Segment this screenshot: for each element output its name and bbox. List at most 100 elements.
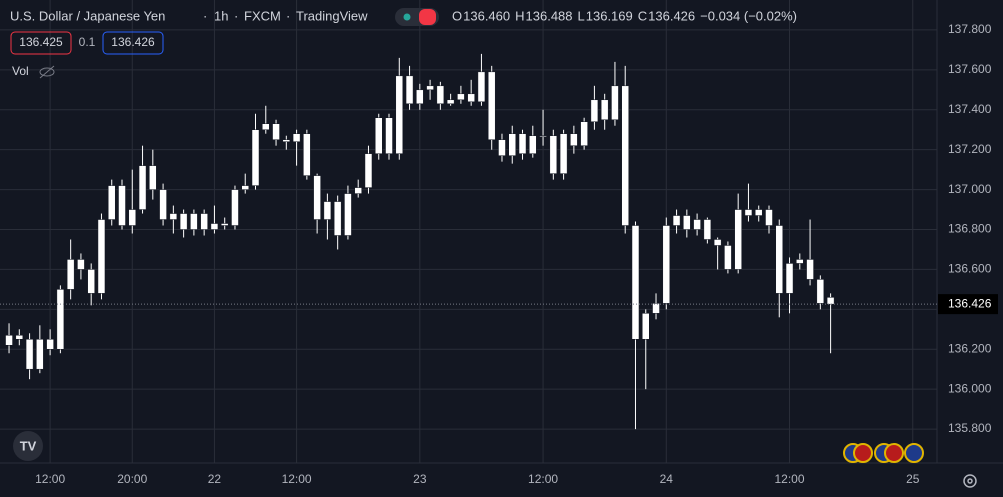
x-tick-label: 24 bbox=[660, 472, 674, 486]
candle-body bbox=[426, 85, 434, 91]
volume-label: Vol bbox=[12, 64, 29, 78]
buy-button[interactable] bbox=[102, 31, 164, 55]
candle-body bbox=[724, 245, 732, 270]
ohlc-legend: O 136.460 H 136.488 L 136.169 C 136.426 bbox=[452, 8, 695, 23]
source: FXCM bbox=[244, 8, 281, 23]
settings-icon[interactable] bbox=[963, 474, 977, 488]
candle-body bbox=[785, 263, 794, 294]
svg-text:TV: TV bbox=[20, 438, 37, 453]
candle-body bbox=[149, 165, 157, 190]
candle-body bbox=[5, 335, 13, 346]
candle-body bbox=[642, 313, 650, 340]
candles bbox=[5, 53, 835, 430]
candle-body bbox=[498, 139, 506, 156]
event-flags[interactable] bbox=[843, 443, 924, 463]
candle-body bbox=[118, 185, 126, 226]
x-tick-label: 25 bbox=[906, 472, 920, 486]
legend-key: C bbox=[638, 8, 647, 23]
candle-body bbox=[539, 135, 547, 137]
x-tick-label: 22 bbox=[208, 472, 222, 486]
candle-body bbox=[97, 219, 106, 294]
status-dot bbox=[403, 13, 411, 21]
sell-button[interactable] bbox=[10, 31, 72, 55]
candle-body bbox=[436, 85, 445, 105]
candle-body bbox=[600, 99, 609, 120]
candle-body bbox=[190, 213, 198, 230]
candle-body bbox=[282, 139, 291, 142]
candle-body bbox=[241, 185, 249, 190]
candle-body bbox=[580, 121, 588, 146]
sell-price[interactable]: 136.425 bbox=[19, 35, 63, 49]
candle-body bbox=[457, 93, 465, 101]
y-tick-label: 136.800 bbox=[948, 222, 992, 236]
y-tick-label: 135.800 bbox=[948, 421, 992, 435]
candle-body bbox=[754, 209, 763, 216]
candle-body bbox=[816, 279, 825, 304]
candle-body bbox=[826, 297, 835, 305]
candle-body bbox=[559, 133, 568, 174]
legend-key: H bbox=[515, 8, 524, 23]
candle-body bbox=[272, 123, 280, 140]
separator: · bbox=[234, 8, 238, 23]
candle-body bbox=[66, 259, 75, 290]
candle-body bbox=[570, 133, 578, 146]
candle-body bbox=[385, 117, 393, 154]
candle-body bbox=[529, 135, 537, 154]
candle-body bbox=[487, 71, 496, 140]
status-icon bbox=[419, 9, 436, 25]
candle-body bbox=[333, 201, 342, 236]
candle-body bbox=[631, 225, 640, 340]
legend-key: O bbox=[452, 8, 462, 23]
change: −0.034 (−0.02%) bbox=[700, 8, 797, 23]
last-price-tag bbox=[938, 294, 998, 315]
y-tick-label: 137.000 bbox=[948, 182, 992, 196]
candle-body bbox=[590, 99, 599, 122]
candle-body bbox=[159, 189, 167, 220]
candle-body bbox=[621, 85, 629, 226]
tv-logo[interactable]: TV bbox=[13, 431, 43, 461]
candle-body bbox=[467, 93, 475, 103]
candle-body bbox=[46, 339, 54, 350]
candle-body bbox=[611, 85, 619, 120]
separator: · bbox=[203, 8, 207, 23]
candle-body bbox=[374, 117, 383, 154]
candle-body bbox=[806, 259, 814, 280]
hide-eye-icon[interactable] bbox=[39, 65, 55, 79]
y-tick-label: 137.800 bbox=[948, 22, 992, 36]
candle-body bbox=[364, 153, 373, 188]
candle-body bbox=[25, 339, 34, 370]
candle-body bbox=[15, 335, 24, 340]
candle-body bbox=[323, 201, 332, 220]
x-tick-label: 12:00 bbox=[282, 472, 312, 486]
candle-body bbox=[231, 189, 239, 226]
candle-body bbox=[477, 71, 486, 103]
candle-body bbox=[416, 89, 424, 105]
candle-body bbox=[77, 259, 85, 270]
x-tick-label: 12:00 bbox=[775, 472, 805, 486]
spread: 0.1 bbox=[79, 35, 96, 49]
y-tick-label: 136.000 bbox=[948, 381, 992, 395]
candle-body bbox=[796, 259, 804, 264]
symbol-title[interactable]: U.S. Dollar / Japanese Yen bbox=[10, 8, 165, 23]
candle-body bbox=[210, 223, 219, 230]
candle-body bbox=[672, 215, 681, 226]
legend-key: L bbox=[578, 8, 585, 23]
interval[interactable]: 1h bbox=[214, 8, 228, 23]
candle-body bbox=[107, 185, 116, 220]
candle-body bbox=[200, 213, 208, 230]
candle-body bbox=[683, 215, 691, 230]
candle-body bbox=[693, 219, 701, 230]
candle-body bbox=[765, 209, 773, 226]
y-tick-label: 137.200 bbox=[948, 142, 992, 156]
x-tick-label: 12:00 bbox=[528, 472, 558, 486]
candle-body bbox=[734, 209, 742, 270]
header: U.S. Dollar / Japanese Yen · 1h · FXCM ·… bbox=[10, 8, 797, 79]
buy-price[interactable]: 136.426 bbox=[111, 35, 155, 49]
candle-body bbox=[446, 99, 455, 105]
candle-body bbox=[36, 339, 44, 370]
candle-body bbox=[405, 75, 414, 105]
candle-body bbox=[169, 213, 178, 220]
candle-body bbox=[87, 269, 95, 294]
